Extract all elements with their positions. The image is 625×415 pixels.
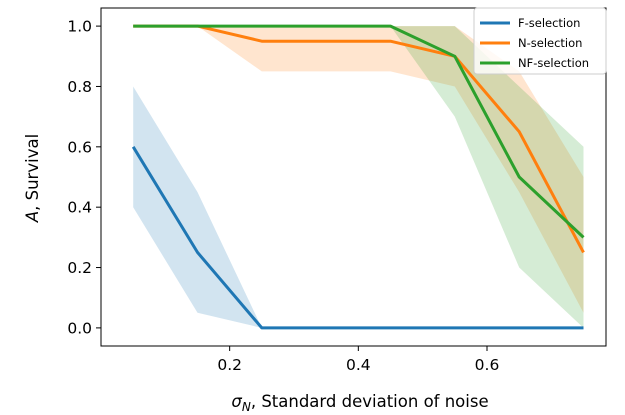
confidence-band-2	[133, 26, 584, 328]
legend-label-1: N-selection	[518, 36, 582, 50]
x-axis-symbol: σ	[231, 392, 242, 411]
y-axis-symbol: A	[23, 211, 42, 223]
y-axis-ticks: 0.0 0.2 0.4 0.6 0.8 1.0	[67, 18, 101, 337]
y-tick-label: 0.0	[67, 319, 92, 337]
y-tick-label: 0.8	[67, 78, 92, 96]
y-tick-label: 0.4	[67, 199, 92, 217]
series-line-2	[133, 24, 585, 239]
series-line-0	[131, 146, 584, 330]
x-axis-label: σN, Standard deviation of noise	[231, 392, 488, 414]
x-axis-label-text: , Standard deviation of noise	[251, 392, 489, 411]
x-tick-label: 0.6	[475, 356, 500, 374]
x-axis-symbol-subscript: N	[242, 400, 251, 414]
confidence-band-1	[133, 26, 584, 313]
y-tick-label: 1.0	[67, 18, 92, 36]
x-tick-label: 0.4	[346, 356, 371, 374]
y-axis-label: A, Survival	[23, 134, 42, 223]
y-tick-label: 0.6	[67, 138, 92, 156]
plot-frame	[100, 7, 607, 347]
y-tick-label: 0.2	[67, 259, 92, 277]
confidence-bands	[133, 26, 584, 328]
legend: F-selection N-selection NF-selection	[473, 7, 607, 75]
series-lines	[131, 24, 585, 330]
x-axis-ticks: 0.2 0.4 0.6	[217, 346, 499, 374]
y-axis-label-text: , Survival	[23, 134, 42, 211]
x-tick-label: 0.2	[217, 356, 242, 374]
legend-label-2: NF-selection	[518, 56, 589, 70]
legend-label-0: F-selection	[518, 16, 580, 30]
series-line-1	[133, 24, 585, 254]
